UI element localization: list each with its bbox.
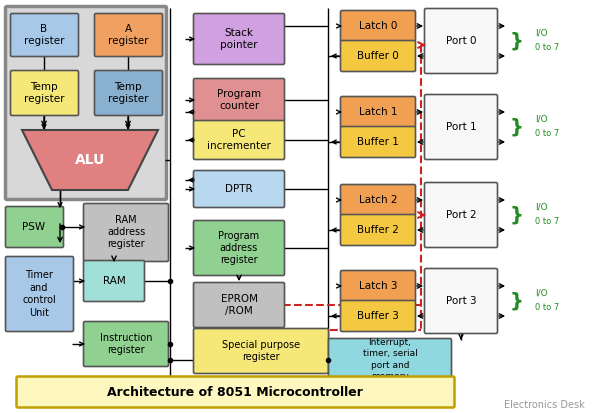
Text: Port 3: Port 3 <box>446 296 476 306</box>
Text: Latch 3: Latch 3 <box>359 281 397 291</box>
Text: RAM: RAM <box>103 276 125 286</box>
Text: I/O: I/O <box>535 28 548 38</box>
Text: Temp
register: Temp register <box>24 82 64 104</box>
Text: PSW: PSW <box>22 222 46 232</box>
FancyBboxPatch shape <box>83 204 169 261</box>
FancyBboxPatch shape <box>341 126 415 157</box>
FancyBboxPatch shape <box>425 95 497 159</box>
FancyBboxPatch shape <box>341 271 415 301</box>
FancyBboxPatch shape <box>341 214 415 245</box>
FancyBboxPatch shape <box>5 7 167 199</box>
FancyBboxPatch shape <box>83 261 145 301</box>
FancyBboxPatch shape <box>425 9 497 74</box>
Text: Buffer 1: Buffer 1 <box>357 137 399 147</box>
Text: I/O: I/O <box>535 202 548 211</box>
FancyBboxPatch shape <box>193 171 284 207</box>
Text: Architecture of 8051 Microcontroller: Architecture of 8051 Microcontroller <box>107 387 363 399</box>
FancyBboxPatch shape <box>17 377 455 408</box>
FancyBboxPatch shape <box>5 256 74 332</box>
Text: 0 to 7: 0 to 7 <box>535 302 559 311</box>
Text: I/O: I/O <box>535 289 548 297</box>
Text: }: } <box>510 31 524 50</box>
Text: 0 to 7: 0 to 7 <box>535 128 559 138</box>
Text: EPROM
/ROM: EPROM /ROM <box>221 294 257 316</box>
FancyBboxPatch shape <box>193 282 284 328</box>
Text: Port 2: Port 2 <box>446 210 476 220</box>
Text: I/O: I/O <box>535 114 548 123</box>
Text: }: } <box>510 292 524 311</box>
Text: Buffer 0: Buffer 0 <box>357 51 399 61</box>
FancyBboxPatch shape <box>193 14 284 64</box>
Text: Interrupt,
timer, serial
port and
memory
control: Interrupt, timer, serial port and memory… <box>362 338 418 392</box>
FancyBboxPatch shape <box>11 71 79 116</box>
Text: Stack
pointer: Stack pointer <box>220 28 258 50</box>
Text: 0 to 7: 0 to 7 <box>535 43 559 52</box>
Text: Program
counter: Program counter <box>217 89 261 111</box>
Text: }: } <box>510 118 524 137</box>
FancyBboxPatch shape <box>425 183 497 247</box>
FancyBboxPatch shape <box>11 14 79 57</box>
FancyBboxPatch shape <box>95 14 163 57</box>
Text: Latch 1: Latch 1 <box>359 107 397 117</box>
FancyBboxPatch shape <box>341 301 415 332</box>
Text: Program
address
register: Program address register <box>218 230 260 266</box>
FancyBboxPatch shape <box>329 339 452 392</box>
FancyBboxPatch shape <box>95 71 163 116</box>
Text: Latch 2: Latch 2 <box>359 195 397 205</box>
Polygon shape <box>22 130 158 190</box>
FancyBboxPatch shape <box>341 97 415 128</box>
Text: Instruction
register: Instruction register <box>100 333 152 355</box>
FancyBboxPatch shape <box>193 78 284 121</box>
FancyBboxPatch shape <box>83 321 169 366</box>
Text: Port 1: Port 1 <box>446 122 476 132</box>
FancyBboxPatch shape <box>341 185 415 216</box>
Text: Special purpose
register: Special purpose register <box>222 340 300 362</box>
FancyBboxPatch shape <box>425 268 497 334</box>
Text: Timer
and
control
Unit: Timer and control Unit <box>22 271 56 318</box>
Text: Port 0: Port 0 <box>446 36 476 46</box>
Text: 0 to 7: 0 to 7 <box>535 216 559 225</box>
Text: PC
incrementer: PC incrementer <box>207 129 271 151</box>
FancyBboxPatch shape <box>5 206 64 247</box>
FancyBboxPatch shape <box>341 10 415 41</box>
Text: Latch 0: Latch 0 <box>359 21 397 31</box>
Text: Buffer 3: Buffer 3 <box>357 311 399 321</box>
Text: B
register: B register <box>24 24 64 46</box>
Text: Temp
register: Temp register <box>108 82 148 104</box>
Text: Buffer 2: Buffer 2 <box>357 225 399 235</box>
Text: DPTR: DPTR <box>225 184 253 194</box>
Text: RAM
address
register: RAM address register <box>107 215 145 249</box>
Text: ALU: ALU <box>75 153 105 167</box>
FancyBboxPatch shape <box>193 221 284 275</box>
Text: A
register: A register <box>108 24 148 46</box>
Text: }: } <box>510 206 524 225</box>
FancyBboxPatch shape <box>341 40 415 71</box>
FancyBboxPatch shape <box>193 121 284 159</box>
FancyBboxPatch shape <box>193 328 329 373</box>
Text: Electronics Desk: Electronics Desk <box>504 400 585 410</box>
